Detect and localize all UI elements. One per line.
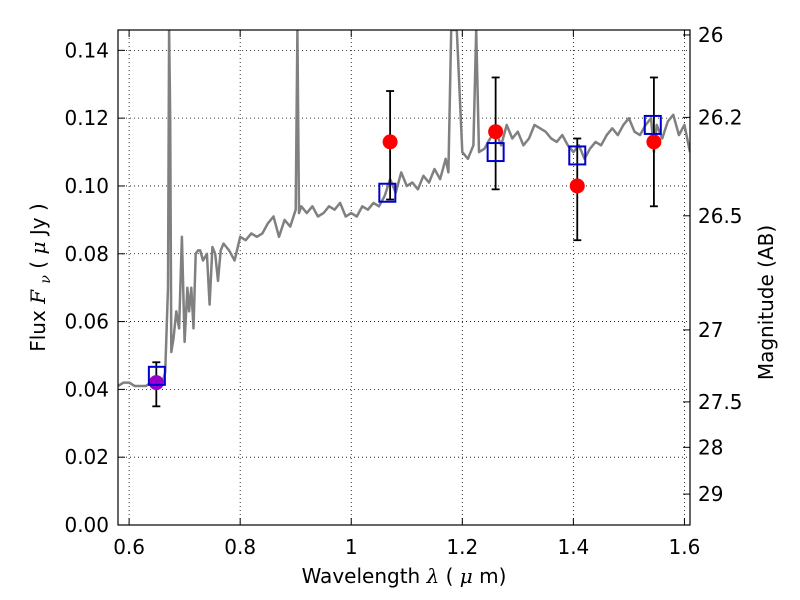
- x-tick-label: 1.2: [446, 535, 478, 559]
- model-point: [486, 142, 505, 163]
- y-axis-label-unit-symbol: μ: [26, 242, 50, 255]
- x-axis-label-unit-symbol: μ: [460, 564, 473, 588]
- y2-tick-label: 27.5: [698, 390, 743, 414]
- y2-tick-label: 28: [698, 435, 723, 459]
- y2-tick-label: 26.5: [698, 204, 743, 228]
- y-tick-label: 0.00: [64, 513, 109, 537]
- x-axis-label: Wavelength λ ( μ m): [302, 564, 507, 588]
- model-point: [378, 182, 397, 203]
- y-axis-label: Flux F ν ( μ Jy ): [26, 203, 55, 352]
- model-point: [147, 365, 166, 386]
- x-axis-label-prefix: Wavelength: [302, 564, 427, 588]
- y2-tick-label: 29: [698, 482, 723, 506]
- model-point: [568, 145, 587, 166]
- axes-frame: [117, 29, 691, 526]
- observed-point: [569, 178, 585, 194]
- x-axis-label-unit: m): [479, 564, 506, 588]
- observed-point: [488, 124, 504, 140]
- y-axis-label-symbol: F: [26, 289, 50, 305]
- y-axis-label-unit: Jy ): [26, 203, 50, 237]
- x-tick-label: 1: [345, 535, 358, 559]
- y-axis-label-subscript: ν: [38, 275, 54, 284]
- x-tick-label: 1.6: [669, 535, 701, 559]
- plot-area: [118, 30, 690, 408]
- y-axis-label-paren: (: [26, 255, 50, 269]
- y2-tick-label: 26: [698, 23, 723, 47]
- y-tick-label: 0.14: [64, 38, 109, 62]
- x-tick-label: 0.8: [224, 535, 256, 559]
- y-tick-label: 0.02: [64, 445, 109, 469]
- y-tick-label: 0.12: [64, 106, 109, 130]
- x-tick-label: 1.4: [557, 535, 589, 559]
- x-tick-label: 0.6: [113, 535, 145, 559]
- y-tick-label: 0.06: [64, 310, 109, 334]
- y-tick-label: 0.04: [64, 377, 109, 401]
- x-axis-label-paren: (: [446, 564, 454, 588]
- y2-tick-label: 27: [698, 318, 723, 342]
- y2-tick-label: 26.2: [698, 105, 743, 129]
- y-tick-label: 0.08: [64, 242, 109, 266]
- observed-point: [646, 134, 662, 150]
- spectrum-line: [118, 30, 690, 388]
- y-tick-label: 0.10: [64, 174, 109, 198]
- axis-ticks: 0.6 0.8 1 1.2 1.4 1.6 0.00 0.02 0.04 0.06 0.08 0.10…: [64, 23, 742, 559]
- x-axis-label-symbol: λ: [426, 564, 440, 588]
- observed-point: [382, 134, 398, 150]
- model-point: [643, 114, 662, 135]
- y-axis-label-prefix: Flux: [26, 304, 50, 352]
- right-axis-label: Magnitude (AB): [754, 225, 778, 380]
- observed-point: [148, 375, 164, 391]
